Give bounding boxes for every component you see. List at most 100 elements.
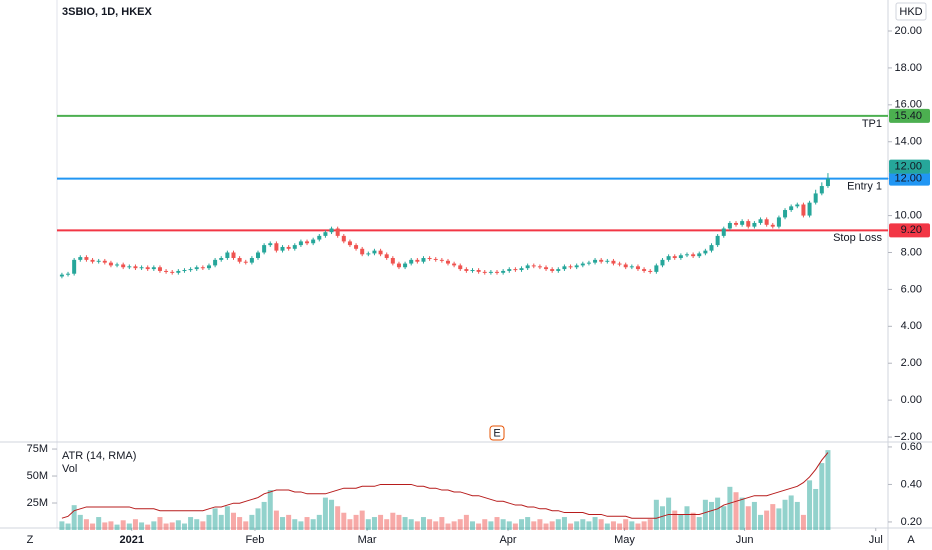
- candle-body: [746, 221, 751, 227]
- volume-bar: [371, 517, 377, 530]
- currency[interactable]: HKD: [899, 6, 922, 18]
- candle-body: [170, 271, 175, 273]
- candle-body: [697, 253, 702, 257]
- candle-body: [219, 258, 224, 260]
- volume-bar: [169, 522, 175, 530]
- y-tick-label: 14.00: [894, 136, 922, 148]
- candle-body: [783, 210, 788, 218]
- volume-bar: [71, 505, 77, 530]
- volume-bar: [102, 522, 108, 530]
- volume-bar: [463, 514, 469, 530]
- candle-body: [96, 260, 101, 262]
- candle-body: [213, 259, 218, 266]
- y-tick-label: 0.00: [901, 394, 922, 406]
- level-price-label: 12.00: [894, 173, 922, 185]
- candle-body: [482, 271, 487, 273]
- y-tick-label: 4.00: [901, 320, 922, 332]
- candle-body: [305, 241, 310, 244]
- volume-bar: [525, 517, 531, 530]
- volume-bar: [427, 519, 433, 530]
- candle-body: [599, 259, 604, 262]
- candle-body: [78, 257, 83, 260]
- candle-body: [568, 266, 573, 268]
- last-price-label: 12.00: [894, 161, 922, 173]
- candle-body: [617, 263, 622, 265]
- candle-body: [188, 269, 193, 271]
- candle-body: [574, 265, 579, 268]
- candle-body: [372, 250, 377, 254]
- candle-body: [176, 270, 181, 273]
- volume-bar: [537, 519, 543, 530]
- volume-bar: [813, 488, 819, 530]
- volume-bar: [568, 523, 574, 530]
- atr-tick-label: 0.20: [901, 516, 922, 528]
- candle-body: [740, 221, 745, 225]
- volume-bar: [341, 512, 347, 530]
- volume-bar: [200, 521, 206, 530]
- volume-bar: [83, 519, 89, 530]
- candle-body: [409, 259, 414, 264]
- volume-bar: [764, 510, 770, 530]
- candle-body: [280, 246, 285, 251]
- volume-bar: [641, 521, 647, 530]
- volume-bar: [482, 519, 488, 530]
- volume-bar: [807, 480, 813, 530]
- volume-bar: [678, 514, 684, 530]
- volume-bar: [304, 517, 310, 530]
- volume-bar: [574, 521, 580, 530]
- candle-body: [225, 252, 230, 259]
- volume-bar: [666, 497, 672, 530]
- y-tick-label: 2.00: [901, 357, 922, 369]
- volume-bar: [770, 504, 776, 530]
- candle-body: [84, 257, 89, 260]
- volume-bar: [555, 519, 561, 530]
- candle-body: [727, 222, 732, 229]
- candle-body: [470, 270, 475, 272]
- candle-body: [164, 270, 169, 272]
- candle-body: [611, 260, 616, 264]
- zoom-button[interactable]: Z: [27, 534, 34, 546]
- candle-body: [635, 266, 640, 270]
- auto-scale-button[interactable]: A: [907, 534, 915, 546]
- volume-bar: [59, 521, 65, 530]
- volume-bar: [384, 519, 390, 530]
- volume-bar: [825, 450, 831, 530]
- volume-bar: [292, 519, 298, 530]
- candle-body: [311, 239, 316, 244]
- volume-bar: [800, 514, 806, 530]
- volume-bar: [488, 521, 494, 530]
- volume-bar: [206, 514, 212, 530]
- candle-body: [764, 219, 769, 225]
- candle-body: [709, 245, 714, 251]
- y-tick-label: 6.00: [901, 283, 922, 295]
- candle-body: [776, 217, 781, 227]
- volume-bar: [531, 521, 537, 530]
- candle-body: [378, 250, 383, 255]
- volume-bar: [420, 517, 426, 530]
- volume-bar: [132, 519, 138, 530]
- volume-bar: [647, 519, 653, 530]
- candle-body: [703, 250, 708, 254]
- volume-bar: [592, 517, 598, 530]
- candle-body: [72, 259, 77, 274]
- atr-title: ATR (14, RMA): [62, 450, 136, 462]
- candle-body: [151, 267, 156, 270]
- volume-bar: [733, 492, 739, 530]
- y-tick-label: −2.00: [894, 431, 922, 443]
- volume-bar: [782, 499, 788, 530]
- candle-body: [807, 202, 812, 216]
- candle-body: [108, 262, 113, 266]
- volume-bar: [353, 514, 359, 530]
- candle-body: [145, 267, 150, 270]
- candle-body: [121, 264, 126, 268]
- candle-body: [329, 228, 334, 233]
- volume-bar: [108, 521, 114, 530]
- volume-bar: [751, 501, 757, 530]
- volume-bar: [610, 521, 616, 530]
- candle-body: [384, 254, 389, 259]
- volume-bar: [408, 519, 414, 530]
- volume-bar: [476, 523, 482, 530]
- candle-body: [580, 263, 585, 266]
- currency-box[interactable]: [895, 2, 927, 21]
- candle-body: [813, 193, 818, 203]
